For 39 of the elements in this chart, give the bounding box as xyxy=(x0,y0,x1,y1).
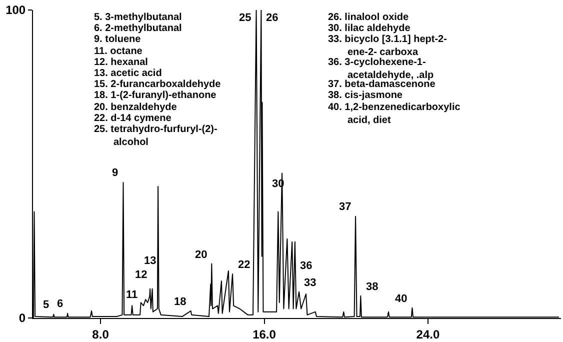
annotation: 33. bicyclo [3.1.1] hept-2- ene-2- carboxa xyxy=(328,34,447,58)
annotation: 30. lilac aldehyde xyxy=(328,23,411,34)
annotation: 33 xyxy=(304,277,316,289)
annotation: 20. benzaldehyde xyxy=(94,102,178,113)
x-tick-label: 8.0 xyxy=(92,327,110,342)
x-tick-label: 16.0 xyxy=(252,327,276,342)
annotation: 11 xyxy=(126,289,138,301)
annotation: 37. beta-damascenone xyxy=(328,79,436,90)
annotation: 13. acetic acid xyxy=(94,68,162,79)
annotation: 22. d-14 cymene xyxy=(94,113,172,124)
annotation: 13 xyxy=(144,255,156,267)
y-tick-label: 100 xyxy=(6,3,26,18)
y-tick-label: 0 xyxy=(18,311,26,326)
annotation: 18. 1-(2-furanyl)-ethanone xyxy=(94,90,217,101)
annotation: 9 xyxy=(112,167,118,179)
annotation: 5. 3-methylbutanal xyxy=(94,12,182,23)
annotation: 9. toluene xyxy=(94,34,142,45)
annotation: 26 xyxy=(266,12,278,24)
annotation: 38. cis-jasmone xyxy=(328,90,403,101)
annotation: 36. 3-cyclohexene-1- acetaldehyde, .alp xyxy=(328,57,434,81)
annotation: 26. linalool oxide xyxy=(328,12,410,23)
annotation: 6. 2-methylbutanal xyxy=(94,23,182,34)
annotation: 12. hexanal xyxy=(94,57,148,68)
x-tick-label: 24.0 xyxy=(416,327,440,342)
annotation: 22 xyxy=(238,259,250,271)
annotation: 40 xyxy=(395,293,408,305)
annotation: 20 xyxy=(195,249,208,261)
annotation: 5 xyxy=(43,299,50,311)
annotation: 11. octane xyxy=(94,46,143,57)
annotation: 6 xyxy=(57,298,64,310)
annotation: 25 xyxy=(239,12,252,24)
annotation: 18 xyxy=(174,296,186,308)
annotation: 40. 1,2-benzenedicarboxylic acid, diet xyxy=(328,102,461,126)
annotation: 25. tetrahydro-furfuryl-(2)- alcohol xyxy=(94,124,218,148)
annotation: 36 xyxy=(300,260,312,272)
annotation: 15. 2-furancarboxaldehyde xyxy=(94,79,222,90)
annotation: 38 xyxy=(366,281,378,293)
annotation: 12 xyxy=(135,269,148,281)
annotation: 37 xyxy=(339,201,352,213)
